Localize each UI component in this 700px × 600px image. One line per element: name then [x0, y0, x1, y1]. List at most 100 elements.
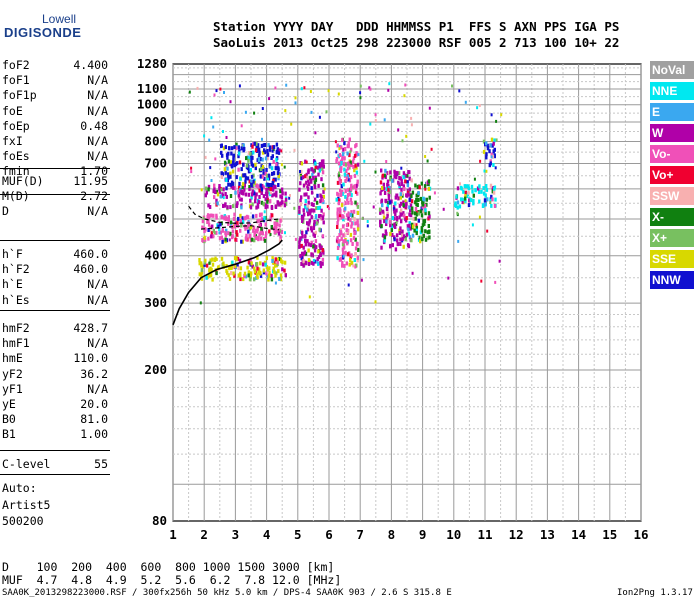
param-name: yF2 [2, 366, 23, 381]
data-point [399, 176, 402, 181]
data-point [388, 220, 392, 225]
data-point [278, 202, 281, 207]
data-point [353, 258, 356, 262]
data-point [244, 192, 248, 197]
data-point [380, 224, 383, 229]
data-point [274, 263, 277, 268]
data-point [493, 138, 496, 143]
data-point [382, 182, 385, 187]
data-point [270, 225, 273, 229]
data-point [346, 196, 349, 200]
data-point [486, 229, 489, 233]
data-point [350, 201, 353, 206]
data-point [486, 197, 489, 202]
data-point [353, 185, 356, 190]
data-point [307, 248, 310, 253]
data-point [351, 213, 354, 218]
data-point [327, 89, 330, 93]
data-point [399, 226, 402, 231]
data-point [283, 260, 287, 265]
data-point [219, 87, 222, 91]
data-point [260, 227, 263, 231]
data-point [265, 168, 268, 172]
data-point [356, 219, 359, 224]
data-point [284, 197, 288, 202]
param-row: foF2 4.400 [2, 58, 108, 72]
data-point [279, 194, 282, 199]
data-point [254, 199, 257, 204]
data-point [266, 149, 269, 153]
data-point [338, 171, 340, 175]
data-point [354, 265, 357, 269]
y-tick-label: 500 [144, 211, 167, 226]
data-point [307, 262, 311, 266]
data-point [301, 234, 304, 239]
data-point [302, 258, 305, 263]
data-point [347, 177, 350, 182]
data-point [423, 219, 427, 223]
data-point [235, 204, 238, 208]
data-point [310, 208, 313, 213]
data-point [341, 154, 344, 159]
data-point [302, 208, 305, 213]
data-point [423, 203, 427, 208]
data-point [242, 173, 245, 178]
data-point [337, 161, 341, 166]
param-value: 11.95 [73, 174, 108, 188]
data-point [266, 194, 269, 199]
data-point [343, 141, 346, 146]
data-point [294, 101, 297, 105]
data-point [307, 258, 311, 263]
data-point [409, 212, 412, 217]
data-point [321, 261, 324, 266]
data-point [322, 212, 325, 217]
data-point [320, 163, 323, 168]
data-point [363, 159, 366, 163]
data-point [268, 270, 271, 275]
data-point [472, 198, 475, 203]
data-point [277, 174, 280, 179]
logo-lowell-text: Lowell [42, 12, 77, 26]
data-point [492, 141, 495, 146]
data-point [359, 96, 362, 100]
data-point [224, 192, 227, 196]
data-point [338, 147, 341, 151]
data-point [255, 213, 258, 218]
data-point [417, 211, 421, 216]
data-point [234, 264, 237, 268]
y-tick-label: 300 [144, 295, 167, 310]
data-point [344, 206, 347, 211]
data-point [240, 124, 243, 128]
data-point [255, 192, 258, 197]
data-point [226, 205, 229, 210]
data-point [245, 156, 248, 161]
data-point [300, 87, 303, 91]
panel-divider [0, 450, 110, 451]
data-point [232, 158, 235, 163]
chart-curves [172, 205, 283, 326]
data-point [489, 183, 493, 188]
data-point [305, 160, 308, 164]
param-name: fmin [2, 164, 30, 179]
data-point [472, 193, 475, 198]
data-point [267, 186, 270, 191]
data-point [229, 205, 232, 210]
data-point [289, 194, 291, 197]
x-tick-label: 4 [263, 527, 271, 542]
data-point [400, 212, 403, 217]
data-point [355, 202, 359, 207]
data-point [207, 184, 211, 189]
param-name: foEp [2, 118, 30, 133]
data-point [316, 257, 319, 261]
data-point [301, 230, 304, 235]
data-point [307, 182, 311, 187]
data-point [485, 152, 488, 157]
data-point [258, 213, 262, 218]
data-point [293, 148, 296, 152]
data-point [306, 207, 309, 212]
data-point [314, 164, 317, 169]
data-point [235, 142, 238, 147]
data-point [336, 143, 339, 148]
data-point [300, 243, 303, 248]
data-point [314, 239, 318, 244]
